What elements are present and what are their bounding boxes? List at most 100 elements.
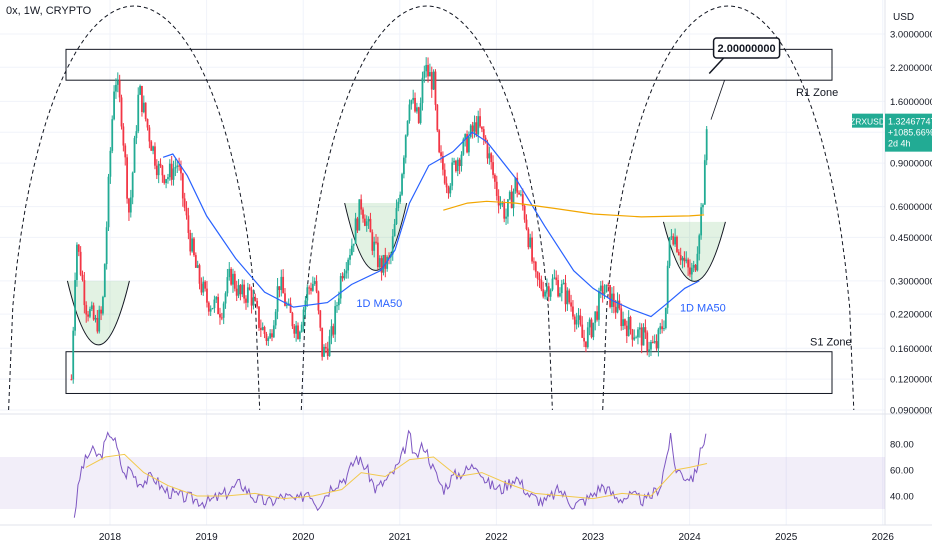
- candle-body: [529, 237, 532, 248]
- price-tick-label: 0.12000000: [890, 375, 932, 386]
- candle-body: [402, 157, 405, 175]
- candle-body: [137, 94, 140, 132]
- candle-body: [365, 221, 368, 226]
- candle-body: [705, 129, 708, 161]
- candle-body: [503, 203, 506, 219]
- candle-body: [263, 327, 266, 334]
- candle-body: [434, 71, 437, 105]
- candle-body: [360, 199, 363, 210]
- candle-body: [601, 285, 604, 295]
- candle-body: [83, 280, 86, 306]
- candle-body: [575, 319, 578, 325]
- candle-body: [466, 134, 468, 153]
- candle-body: [692, 264, 695, 268]
- candle-body: [159, 163, 162, 166]
- candle-body: [633, 337, 636, 340]
- candle-body: [456, 159, 459, 172]
- candle-body: [674, 236, 677, 245]
- candle-body: [126, 157, 128, 199]
- candle-body: [107, 176, 110, 228]
- candle-body: [350, 245, 353, 255]
- candle-body: [512, 191, 515, 209]
- candle-body: [417, 107, 420, 123]
- candle-body: [414, 97, 416, 112]
- candle-body: [332, 326, 335, 335]
- candle-body: [211, 308, 214, 310]
- candle-body: [536, 271, 539, 279]
- moving-averages: 1D MA50 1D MA50: [162, 131, 726, 318]
- candle-body: [573, 316, 576, 325]
- candle-body: [96, 317, 99, 332]
- candle-body: [300, 324, 303, 332]
- candle-body: [352, 243, 355, 246]
- time-tick-label: 2021: [389, 532, 412, 543]
- currency-label: USD: [893, 12, 914, 23]
- candle-body: [187, 215, 190, 233]
- candle-body: [657, 329, 660, 349]
- candle-body: [246, 287, 249, 303]
- candle-body: [410, 100, 413, 105]
- candle-body: [141, 85, 143, 113]
- price-tick-label: 0.09000000: [890, 406, 932, 417]
- price-tick-label: 0.16000000: [890, 344, 932, 355]
- main-pane[interactable]: [0, 0, 885, 412]
- candle-body: [646, 332, 649, 351]
- candle-body: [650, 341, 652, 350]
- candle-body: [310, 287, 312, 291]
- candle-body: [215, 296, 218, 300]
- candle-body: [625, 325, 628, 337]
- candle-body: [451, 162, 454, 186]
- target-arrow: [710, 80, 725, 120]
- candle-body: [339, 276, 342, 299]
- price-tick-label: 0.60000000: [890, 202, 932, 213]
- candle-body: [507, 199, 509, 217]
- candle-body: [516, 177, 519, 193]
- candle-body: [356, 218, 359, 231]
- candle-body: [445, 183, 448, 188]
- candle-body: [87, 314, 89, 317]
- rsi-ma-line: [85, 453, 708, 500]
- time-tick-label: 2024: [678, 532, 701, 543]
- candle-body: [479, 116, 481, 127]
- rsi-line: [73, 429, 707, 518]
- candle-body: [295, 325, 298, 334]
- last-price-badge: [885, 113, 932, 152]
- candle-body: [475, 122, 478, 135]
- candle-body: [189, 232, 192, 252]
- candle-body: [258, 306, 260, 328]
- time-axis[interactable]: 2018 2019 2020 2021 2022 2023 2024 2025 2026: [0, 524, 932, 543]
- candle-body: [98, 309, 101, 332]
- candle-body: [81, 274, 84, 281]
- candle-body: [378, 258, 381, 268]
- candle-body: [139, 85, 141, 95]
- candle-body: [302, 309, 305, 325]
- candle-body: [248, 287, 251, 290]
- candle-body: [664, 307, 667, 329]
- target-callout: 2.00000000: [708, 37, 781, 120]
- candle-body: [570, 302, 572, 307]
- price-tick-label: 0.45000000: [890, 233, 932, 244]
- candle-body: [235, 288, 238, 296]
- candle-body: [618, 300, 621, 309]
- candle-body: [181, 173, 184, 199]
- candle-body: [560, 284, 563, 294]
- candle-body: [547, 286, 550, 297]
- target-label: 2.00000000: [718, 43, 776, 55]
- candle-body: [447, 187, 450, 194]
- price-axis[interactable]: USD3.000000002.200000001.600000001.20000…: [850, 0, 932, 525]
- candle-body: [284, 293, 286, 306]
- candle-body: [494, 174, 496, 182]
- chart-title: 0x, 1W, CRYPTO: [6, 5, 92, 17]
- candle-body: [642, 327, 645, 346]
- candle-body: [206, 288, 208, 303]
- candle-body: [666, 265, 669, 308]
- candle-body: [484, 137, 487, 143]
- candle-body: [672, 236, 675, 245]
- candle-body: [131, 172, 134, 198]
- candle-body: [427, 64, 429, 77]
- candle-body: [622, 319, 624, 327]
- candle-body: [661, 326, 664, 330]
- rsi-pane[interactable]: 80.00 60.00 40.00: [0, 413, 932, 518]
- candle-body: [603, 292, 606, 295]
